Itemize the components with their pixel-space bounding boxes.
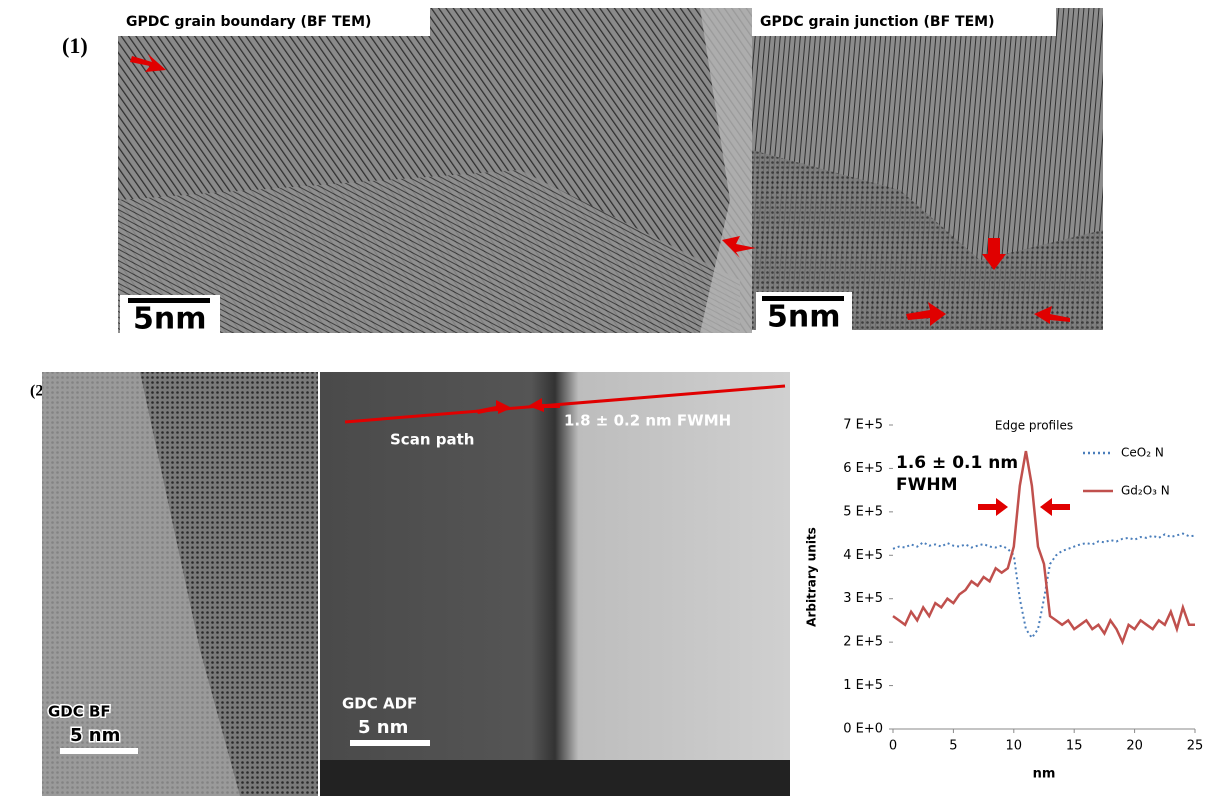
x-tick-label: 20: [1126, 739, 1143, 754]
annotation: FWHM: [896, 475, 958, 495]
line-series: [893, 534, 1195, 638]
divider: [318, 372, 320, 796]
y-axis-label: Arbitrary units: [805, 527, 819, 627]
x-tick-label: 10: [1006, 739, 1023, 754]
annotation: 1.6 ± 0.1 nm: [896, 453, 1018, 473]
legend-label: Gd₂O₃ N: [1121, 484, 1170, 498]
y-tick-label: 5 E+5: [843, 504, 883, 519]
arrow: [1040, 498, 1070, 516]
scale-label: 5nm: [767, 300, 841, 335]
image-caption: GPDC grain boundary (BF TEM): [126, 14, 371, 30]
panel-label: (1): [62, 33, 88, 58]
scale-label: 5 nm: [358, 717, 408, 738]
chart: Edge profiles nm Arbitrary units 1.6 ± 0…: [805, 418, 1204, 782]
y-tick-label: 1 E+5: [843, 678, 883, 693]
y-tick-label: 7 E+5: [843, 418, 883, 433]
image-caption: GDC BF: [48, 703, 111, 721]
figure: (1) GPDC grain boundary (BF TEM) 5nm GPD…: [0, 0, 1210, 796]
legend-label: CeO₂ N: [1121, 446, 1164, 460]
x-axis-label: nm: [1033, 767, 1056, 782]
scale-label: 5 nm: [70, 725, 120, 746]
annotation: 1.8 ± 0.2 nm FWMH: [564, 412, 731, 430]
x-tick-label: 0: [889, 739, 897, 754]
substrate: [320, 760, 790, 796]
y-tick-label: 6 E+5: [843, 461, 883, 476]
arrow: [978, 498, 1008, 516]
y-tick-label: 3 E+5: [843, 591, 883, 606]
x-tick-label: 5: [949, 739, 957, 754]
scale-bar: [350, 740, 430, 746]
scale-label: 5nm: [133, 302, 207, 337]
chart-title: Edge profiles: [995, 419, 1073, 433]
annotation: Scan path: [390, 431, 474, 449]
x-tick-label: 15: [1066, 739, 1083, 754]
x-tick-label: 25: [1187, 739, 1204, 754]
y-tick-label: 2 E+5: [843, 635, 883, 650]
scale-bar: [60, 748, 138, 754]
y-tick-label: 0 E+0: [843, 722, 883, 737]
image-caption: GDC ADF: [342, 695, 417, 713]
y-tick-label: 4 E+5: [843, 548, 883, 563]
page: (1) GPDC grain boundary (BF TEM) 5nm GPD…: [0, 0, 1210, 796]
image-caption: GPDC grain junction (BF TEM): [760, 14, 994, 30]
